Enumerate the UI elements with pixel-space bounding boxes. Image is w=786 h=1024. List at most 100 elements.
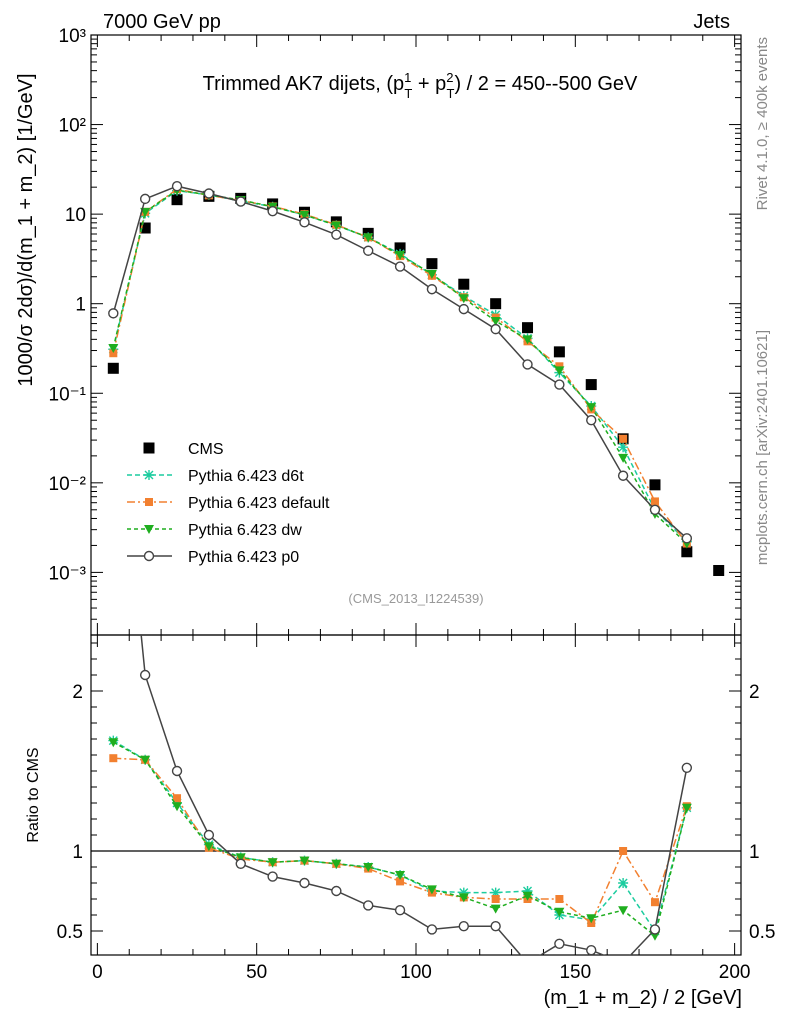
main-y-tick-label: 10⁻¹ xyxy=(49,384,87,405)
data-point-p0 xyxy=(490,323,501,335)
legend-label-d6t: Pythia 6.423 d6t xyxy=(188,468,304,485)
ratio-point-dw xyxy=(490,904,501,914)
data-point-p0 xyxy=(235,196,246,207)
series-line-p0 xyxy=(112,185,688,539)
ratio-point-default xyxy=(650,898,659,907)
ratio-y-tick-label-right: 1 xyxy=(749,842,760,863)
ratio-point-dw xyxy=(331,859,342,869)
data-point-default xyxy=(555,362,564,371)
ratio-point-p0 xyxy=(681,762,693,773)
series-d6t xyxy=(108,185,692,547)
ratio-point-p0 xyxy=(299,877,310,889)
ratio-point-p0 xyxy=(649,924,661,935)
ratio-point-d6t xyxy=(458,887,469,898)
data-point-p0 xyxy=(649,504,661,515)
data-point-p0 xyxy=(108,308,119,319)
ratio-point-dw xyxy=(681,803,692,813)
data-point-cms xyxy=(713,564,725,576)
data-point-p0 xyxy=(426,284,438,295)
data-point-dw xyxy=(331,221,342,231)
data-point-dw xyxy=(522,335,533,345)
data-point-cms xyxy=(139,222,151,234)
data-point-cms xyxy=(585,379,597,391)
ratio-point-dw xyxy=(426,885,437,895)
legend-item-d6t: Pythia 6.423 d6t xyxy=(127,468,304,485)
ratio-point-p0 xyxy=(458,921,469,932)
ratio-y-tick-label-left: 1 xyxy=(72,842,83,863)
ratio-point-p0 xyxy=(619,959,628,968)
ratio-point-default xyxy=(555,895,564,903)
ratio-point-default xyxy=(396,877,405,886)
ratio-series-p0 xyxy=(139,635,693,968)
data-point-p0 xyxy=(331,229,342,240)
ratio-point-p0 xyxy=(523,959,532,968)
data-point-default xyxy=(109,349,118,358)
data-point-dw xyxy=(363,233,374,243)
data-point-p0 xyxy=(522,359,533,370)
ratio-y-tick-label-left: 0.5 xyxy=(57,922,83,943)
legend-marker-cms xyxy=(143,442,155,454)
main-y-tick-label: 10⁻² xyxy=(49,474,87,495)
data-point-p0 xyxy=(171,181,183,192)
data-point-dw xyxy=(554,366,565,376)
data-point-cms xyxy=(458,278,470,290)
mcplots-reference-label: mcplots.cern.ch [arXiv:2401.10621] xyxy=(754,330,771,565)
ratio-point-dw xyxy=(235,853,246,863)
data-point-cms xyxy=(171,194,183,206)
ratio-point-dw xyxy=(299,856,310,866)
data-point-p0 xyxy=(394,261,406,272)
ratio-point-p0 xyxy=(363,900,374,911)
data-point-cms xyxy=(394,242,406,254)
ratio-point-p0 xyxy=(394,905,406,916)
x-tick-label: 200 xyxy=(719,962,751,983)
legend-marker-p0 xyxy=(143,550,155,562)
ratio-point-p0 xyxy=(426,924,438,935)
data-point-dw xyxy=(458,294,469,304)
data-point-p0 xyxy=(458,303,469,315)
ratio-point-dw xyxy=(522,891,533,901)
ratio-point-dw xyxy=(618,906,629,916)
ratio-point-default xyxy=(173,794,182,803)
series-cms xyxy=(107,190,725,576)
data-point-cms xyxy=(522,322,534,334)
ratio-point-p0 xyxy=(490,921,501,932)
ratio-point-dw xyxy=(649,931,660,941)
main-y-tick-label: 10⁻³ xyxy=(49,563,87,584)
legend-marker-d6t xyxy=(144,470,154,480)
x-tick-label: 100 xyxy=(400,962,432,983)
ratio-point-default xyxy=(619,847,628,855)
data-point-dw xyxy=(618,453,629,463)
ratio-point-dw xyxy=(395,871,406,880)
data-point-p0 xyxy=(586,415,597,426)
x-axis: 0 50 100 150 200 xyxy=(92,35,750,983)
ratio-series-default xyxy=(109,754,691,927)
ratio-point-p0 xyxy=(139,669,151,681)
legend-label-dw: Pythia 6.423 dw xyxy=(188,522,302,539)
legend: CMS Pythia 6.423 d6t Pythia 6.423 default P… xyxy=(127,441,330,566)
main-y-tick-label: 10² xyxy=(59,116,86,137)
legend-item-default: Pythia 6.423 default xyxy=(127,495,330,512)
series-p0 xyxy=(108,181,693,544)
ratio-y-axis: 0.5 0.5 1 1 2 2 xyxy=(57,642,775,943)
main-y-tick-label: 1 xyxy=(75,295,86,316)
ratio-point-p0 xyxy=(235,858,246,869)
ratio-point-dw xyxy=(108,738,119,748)
data-point-cms xyxy=(107,362,119,374)
analysis-id-label: (CMS_2013_I1224539) xyxy=(348,591,483,606)
energy-label: 7000 GeV pp xyxy=(103,11,221,33)
data-point-d6t xyxy=(618,442,629,453)
ratio-point-dw xyxy=(267,858,278,868)
data-point-p0 xyxy=(299,217,310,228)
ratio-point-dw xyxy=(458,893,469,903)
data-point-p0 xyxy=(267,205,278,217)
series-default xyxy=(109,185,691,548)
data-point-p0 xyxy=(139,193,151,205)
legend-marker-default xyxy=(145,498,153,506)
ratio-point-p0 xyxy=(171,765,183,777)
data-point-cms xyxy=(681,546,693,558)
ratio-point-d6t xyxy=(522,886,533,896)
ratio-y-tick-label-right: 2 xyxy=(749,682,760,703)
rivet-version-label: Rivet 4.1.0, ≥ 400k events xyxy=(754,37,771,210)
ratio-point-p0 xyxy=(554,938,565,949)
